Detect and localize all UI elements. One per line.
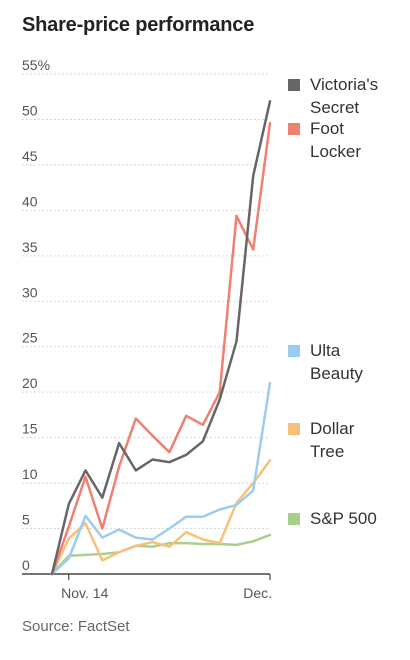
y-tick-label: 25 <box>22 330 38 346</box>
y-tick-label: 50 <box>22 102 38 118</box>
x-tick-label: Nov. 14 <box>61 585 108 600</box>
legend-swatch <box>288 345 300 357</box>
legend-swatch <box>288 79 300 91</box>
series-line-victoria-s-secret <box>50 100 272 576</box>
y-tick-label: 15 <box>22 421 38 437</box>
y-tick-label: 10 <box>22 466 38 482</box>
y-tick-label: 30 <box>22 284 38 300</box>
series-line-foot-locker <box>50 121 272 576</box>
legend-label: Dollar <box>310 419 355 438</box>
legend-label: Ulta <box>310 341 341 360</box>
y-tick-label: 5 <box>22 512 30 528</box>
legend-label: Foot <box>310 119 344 138</box>
legend-label: S&P 500 <box>310 509 377 528</box>
x-tick-label: Dec. <box>243 585 272 600</box>
line-chart: 0 5 10 15 20 25 30 35 40 45 50 55% Nov. 14 Dec. Victor… <box>22 57 378 600</box>
series-line-ulta-beauty <box>50 381 272 576</box>
legend-label: Tree <box>310 442 344 461</box>
legend-swatch <box>288 513 300 525</box>
y-tick-label: 0 <box>22 557 30 573</box>
y-tick-label: 20 <box>22 375 38 391</box>
legend-label: Locker <box>310 142 361 161</box>
y-tick-label: 45 <box>22 148 38 164</box>
legend-swatch <box>288 423 300 435</box>
y-tick-label: 35 <box>22 239 38 255</box>
chart-title: Share-price performance <box>22 14 255 36</box>
legend-label: Beauty <box>310 364 363 383</box>
y-tick-label: 55% <box>22 57 50 73</box>
legend-label: Secret <box>310 98 359 117</box>
y-tick-label: 40 <box>22 193 38 209</box>
legend-swatch <box>288 123 300 135</box>
series-line-s-p-500 <box>50 533 272 576</box>
source-note: Source: FactSet <box>22 618 130 635</box>
series-line-dollar-tree <box>50 459 272 576</box>
legend-label: Victoria's <box>310 75 378 94</box>
